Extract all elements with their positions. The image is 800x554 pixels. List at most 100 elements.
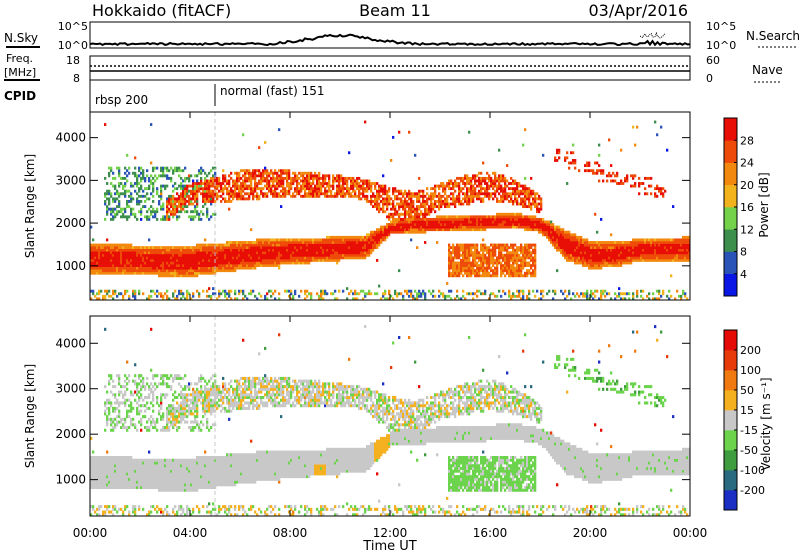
power-cell: [142, 189, 145, 193]
power-cell: [384, 189, 387, 193]
power-cell: [416, 194, 419, 198]
power-cell: [172, 171, 175, 175]
power-cell: [342, 246, 345, 250]
power-cell: [174, 274, 177, 278]
power-cell: [268, 261, 271, 265]
power-cell: [444, 228, 447, 232]
power-cell: [518, 253, 521, 257]
power-cell: [390, 197, 393, 201]
power-cell: [488, 297, 491, 300]
power-cell: [170, 212, 173, 216]
power-cell: [488, 217, 491, 221]
power-cell: [454, 215, 457, 219]
power-cell: [392, 212, 395, 216]
power-cell: [470, 176, 473, 180]
power-cell: [194, 251, 197, 255]
power-cell: [126, 200, 129, 203]
power-cell: [450, 289, 453, 293]
power-cell: [554, 243, 557, 247]
power-cell: [366, 197, 369, 201]
power-cell: [174, 207, 177, 211]
power-cell: [458, 261, 461, 265]
power-cell: [448, 194, 451, 198]
power-cell: [220, 264, 223, 267]
power-cell: [196, 248, 199, 252]
power-cell: [90, 297, 93, 300]
power-cell: [512, 266, 515, 270]
power-cell: [412, 192, 415, 196]
power-cell: [284, 171, 287, 175]
power-cell: [504, 192, 507, 196]
power-cell: [198, 189, 201, 193]
power-cell: [152, 264, 155, 267]
power-cell: [130, 207, 133, 211]
power-cell: [504, 264, 507, 267]
power-cell: [114, 246, 117, 250]
power-cell: [168, 297, 171, 300]
power-cell: [210, 215, 213, 219]
power-cell: [570, 161, 573, 165]
power-cell: [254, 182, 257, 185]
power-cell: [492, 197, 495, 201]
power-cell: [530, 202, 533, 206]
power-cell: [174, 205, 177, 209]
power-cell: [166, 166, 169, 170]
power-cell: [494, 251, 497, 255]
power-cell: [470, 215, 473, 219]
power-cell: [514, 189, 517, 193]
power-cell: [258, 253, 261, 257]
power-cell: [282, 182, 285, 185]
power-cell: [164, 258, 167, 262]
power-cell: [136, 182, 139, 185]
power-cell: [222, 269, 225, 273]
power-cell: [418, 230, 421, 234]
power-cell: [212, 271, 215, 275]
nsearch-label: N.Search: [746, 29, 800, 43]
power-cell: [444, 192, 447, 196]
power-cell: [348, 176, 351, 180]
power-cell: [438, 225, 441, 229]
power-cell: [304, 241, 307, 244]
power-cell: [422, 189, 425, 193]
power-cell: [272, 194, 275, 198]
power-cell: [524, 228, 527, 232]
power-cell: [454, 184, 457, 188]
power-cell: [184, 248, 187, 252]
power-cell: [156, 217, 159, 221]
power-cell: [512, 258, 515, 262]
power-cell: [352, 235, 355, 239]
power-cell: [148, 197, 151, 201]
power-cell: [306, 182, 309, 185]
power-cell: [476, 289, 479, 293]
power-cell: [114, 212, 117, 216]
power-cell: [246, 297, 249, 300]
power-cell: [120, 192, 123, 196]
power-cell: [554, 246, 557, 250]
power-cell: [506, 197, 509, 201]
power-cell: [458, 248, 461, 252]
power-cell: [92, 266, 95, 270]
power-cell: [526, 225, 529, 229]
power-cell: [142, 292, 145, 296]
power-cell: [90, 253, 93, 257]
power-cell: [338, 243, 341, 247]
power-cell: [538, 197, 541, 201]
power-cell: [500, 271, 503, 275]
power-cell: [454, 189, 457, 193]
power-cell: [316, 248, 319, 252]
power-cell: [448, 179, 451, 183]
power-cell: [338, 187, 341, 191]
power-cell: [146, 169, 149, 173]
power-cell: [412, 207, 415, 211]
power-cell: [232, 243, 235, 247]
power-cell: [160, 258, 163, 262]
power-cell: [126, 246, 129, 250]
power-cell: [198, 294, 201, 298]
power-cell: [580, 251, 583, 255]
power-cell: [238, 194, 241, 198]
power-cell: [248, 246, 251, 250]
power-cell: [362, 187, 365, 191]
power-cell: [152, 253, 155, 257]
power-cell: [388, 225, 391, 229]
power-cell: [462, 176, 465, 180]
